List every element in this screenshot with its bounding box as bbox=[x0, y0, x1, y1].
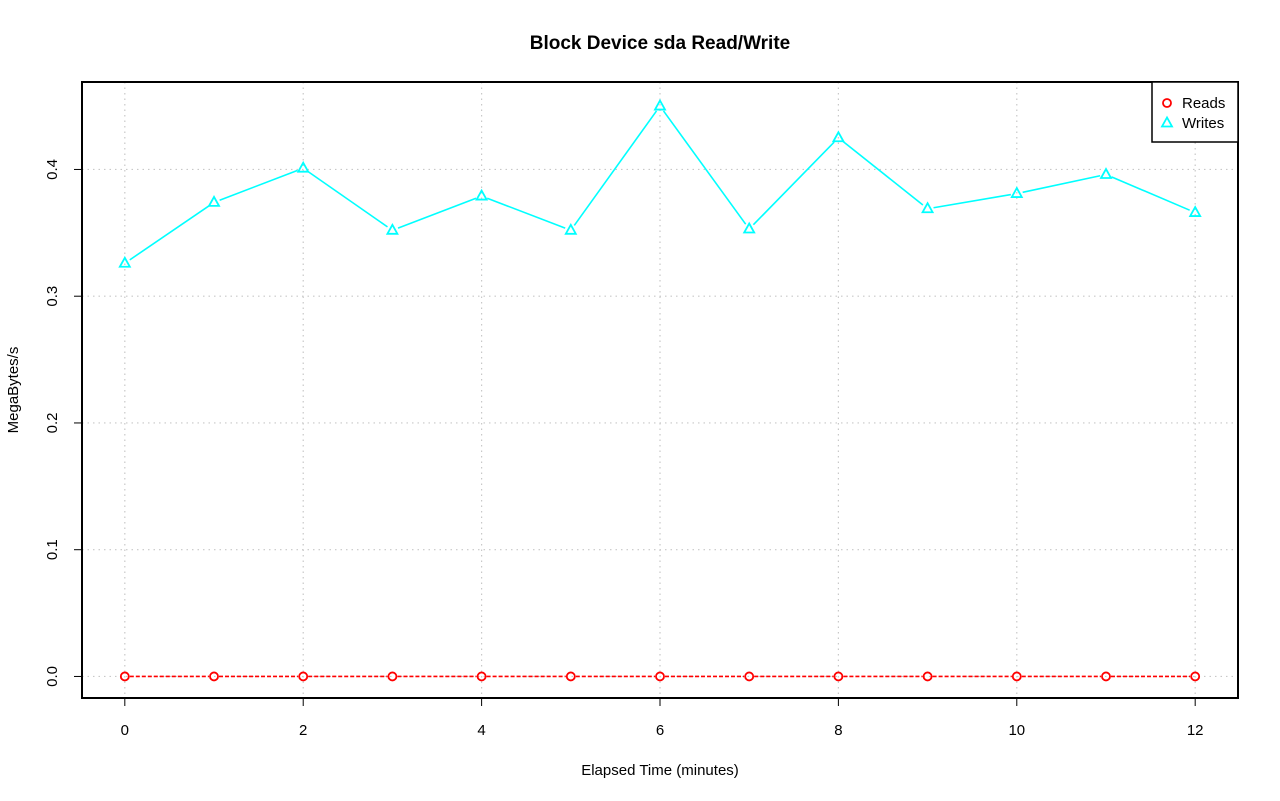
data-point-writes bbox=[475, 188, 489, 201]
data-point-reads bbox=[298, 671, 309, 682]
x-tick-label: 0 bbox=[121, 722, 129, 739]
y-tick-label: 0.3 bbox=[44, 286, 61, 307]
series-reads bbox=[119, 671, 1201, 682]
x-axis: 0 2 4 6 8 10 12 bbox=[121, 697, 1204, 739]
grid bbox=[82, 82, 1238, 698]
data-point-writes bbox=[921, 201, 935, 214]
data-point-reads bbox=[1101, 671, 1111, 682]
chart-title: Block Device sda Read/Write bbox=[530, 33, 790, 54]
data-point-reads bbox=[209, 671, 219, 682]
series-line-segment bbox=[486, 197, 566, 229]
series-line-segment bbox=[933, 193, 1012, 209]
x-tick-label: 8 bbox=[834, 722, 842, 739]
series-layer bbox=[118, 98, 1202, 682]
x-tick-label: 2 bbox=[299, 722, 307, 739]
x-tick-label: 4 bbox=[477, 722, 485, 739]
y-tick-label: 0.1 bbox=[44, 539, 61, 560]
data-point-reads bbox=[119, 671, 130, 682]
data-point-writes bbox=[385, 222, 399, 235]
x-tick-label: 12 bbox=[1187, 722, 1204, 739]
legend-marker-writes bbox=[1160, 115, 1174, 128]
data-point-reads bbox=[922, 671, 933, 682]
series-line-segment bbox=[842, 140, 924, 206]
series-line-segment bbox=[662, 110, 747, 225]
data-point-writes bbox=[564, 222, 578, 235]
y-axis: 0.0 0.1 0.2 0.3 0.4 bbox=[44, 159, 83, 687]
data-point-writes bbox=[118, 255, 132, 268]
legend-box bbox=[1151, 81, 1239, 143]
data-point-writes bbox=[207, 195, 221, 207]
y-tick-label: 0.4 bbox=[44, 159, 61, 180]
y-tick-label: 0.0 bbox=[44, 666, 61, 687]
data-point-writes bbox=[296, 160, 310, 173]
series-line-segment bbox=[219, 169, 298, 202]
data-point-writes bbox=[653, 98, 667, 111]
y-tick-label: 0.2 bbox=[44, 413, 61, 434]
data-point-writes bbox=[831, 130, 845, 143]
data-point-reads bbox=[565, 671, 576, 682]
series-line-segment bbox=[1111, 176, 1190, 211]
data-point-reads bbox=[744, 671, 755, 682]
legend-label-reads: Reads bbox=[1182, 95, 1225, 112]
legend-label-writes: Writes bbox=[1182, 115, 1224, 132]
y-axis-label: MegaBytes/s bbox=[5, 347, 22, 434]
legend: Reads Writes bbox=[1151, 81, 1239, 143]
series-line-segment bbox=[129, 205, 210, 261]
x-axis-label: Elapsed Time (minutes) bbox=[581, 762, 739, 779]
series-line-segment bbox=[307, 170, 388, 228]
series-line-segment bbox=[1022, 174, 1101, 194]
x-tick-label: 10 bbox=[1008, 722, 1025, 739]
data-point-writes bbox=[742, 221, 756, 234]
series-line-segment bbox=[573, 110, 658, 226]
series-line-segment bbox=[752, 141, 835, 226]
data-point-reads bbox=[655, 671, 665, 682]
data-point-writes bbox=[1010, 186, 1024, 198]
series-writes bbox=[118, 98, 1202, 268]
series-line-segment bbox=[397, 197, 477, 229]
data-point-reads bbox=[1011, 671, 1022, 682]
data-point-reads bbox=[387, 671, 398, 682]
data-point-writes bbox=[1099, 167, 1113, 179]
x-tick-label: 6 bbox=[656, 722, 664, 739]
legend-marker-reads bbox=[1162, 98, 1172, 108]
data-point-reads bbox=[476, 671, 487, 682]
data-point-reads bbox=[833, 671, 844, 682]
data-point-reads bbox=[1190, 671, 1201, 682]
data-point-writes bbox=[1188, 205, 1202, 217]
